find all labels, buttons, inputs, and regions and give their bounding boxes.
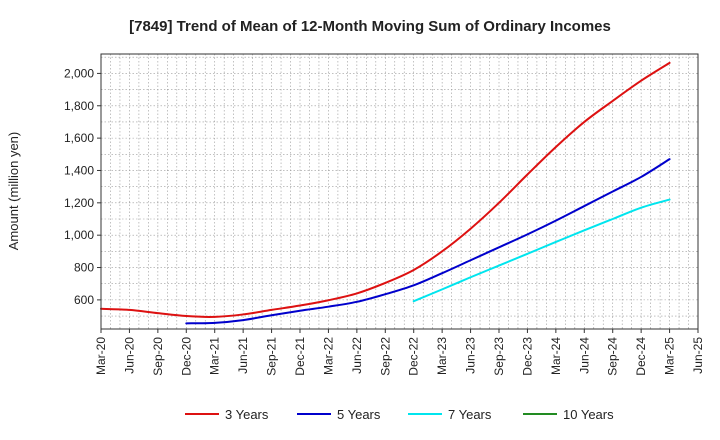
x-tick-label: Sep-21: [265, 337, 279, 376]
y-tick-label: 1,400: [64, 163, 94, 177]
y-tick-label: 800: [74, 261, 94, 275]
x-tick-label: Mar-23: [435, 337, 449, 375]
x-tick-label: Dec-23: [520, 337, 534, 376]
y-tick-label: 1,600: [64, 131, 94, 145]
x-tick-label: Jun-23: [464, 337, 478, 374]
x-tick-label: Jun-20: [122, 337, 136, 374]
series-line-7-years: [412, 198, 671, 303]
x-tick-label: Jun-21: [236, 337, 250, 374]
x-tick-label: Jun-22: [350, 337, 364, 374]
legend-label-5-years: 5 Years: [337, 407, 381, 422]
x-tick-label: Sep-20: [151, 337, 165, 376]
x-tick-label: Jun-25: [691, 337, 705, 374]
series-line-5-years: [185, 158, 671, 325]
plot-frame: [100, 53, 699, 330]
y-tick-label: 2,000: [64, 66, 94, 80]
x-tick-label: Mar-25: [663, 337, 677, 375]
x-tick-label: Dec-20: [179, 337, 193, 376]
x-tick-label: Mar-22: [321, 337, 335, 375]
y-tick-label: 1,200: [64, 196, 94, 210]
x-axis-ticks: Mar-20 Jun-20 Sep-20 Dec-20 Mar-21 Jun-21 Sep-…: [94, 329, 705, 376]
series-line-3-years: [100, 61, 671, 318]
legend-label-3-years: 3 Years: [225, 407, 269, 422]
x-tick-label: Dec-21: [293, 337, 307, 376]
y-axis-label: Amount (million yen): [6, 132, 21, 251]
legend: 3 Years 5 Years 7 Years 10 Years: [185, 407, 614, 422]
x-tick-label: Sep-23: [492, 337, 506, 376]
x-tick-label: Sep-24: [606, 337, 620, 376]
x-tick-label: Mar-20: [94, 337, 108, 375]
series-lines: [100, 61, 671, 325]
y-tick-label: 1,800: [64, 99, 94, 113]
y-tick-label: 1,000: [64, 228, 94, 242]
x-tick-label: Jun-24: [577, 337, 591, 374]
y-axis-ticks: 600 800 1,000 1,200 1,400 1,600 1,800 2,000: [64, 66, 101, 307]
y-tick-label: 600: [74, 293, 94, 307]
legend-label-7-years: 7 Years: [448, 407, 492, 422]
x-tick-label: Dec-24: [634, 337, 648, 376]
x-tick-label: Mar-24: [549, 337, 563, 375]
x-tick-label: Sep-22: [378, 337, 392, 376]
chart-title: [7849] Trend of Mean of 12-Month Moving …: [129, 18, 611, 35]
x-tick-label: Dec-22: [407, 337, 421, 376]
x-tick-label: Mar-21: [208, 337, 222, 375]
legend-label-10-years: 10 Years: [563, 407, 614, 422]
gridlines: [101, 54, 698, 329]
